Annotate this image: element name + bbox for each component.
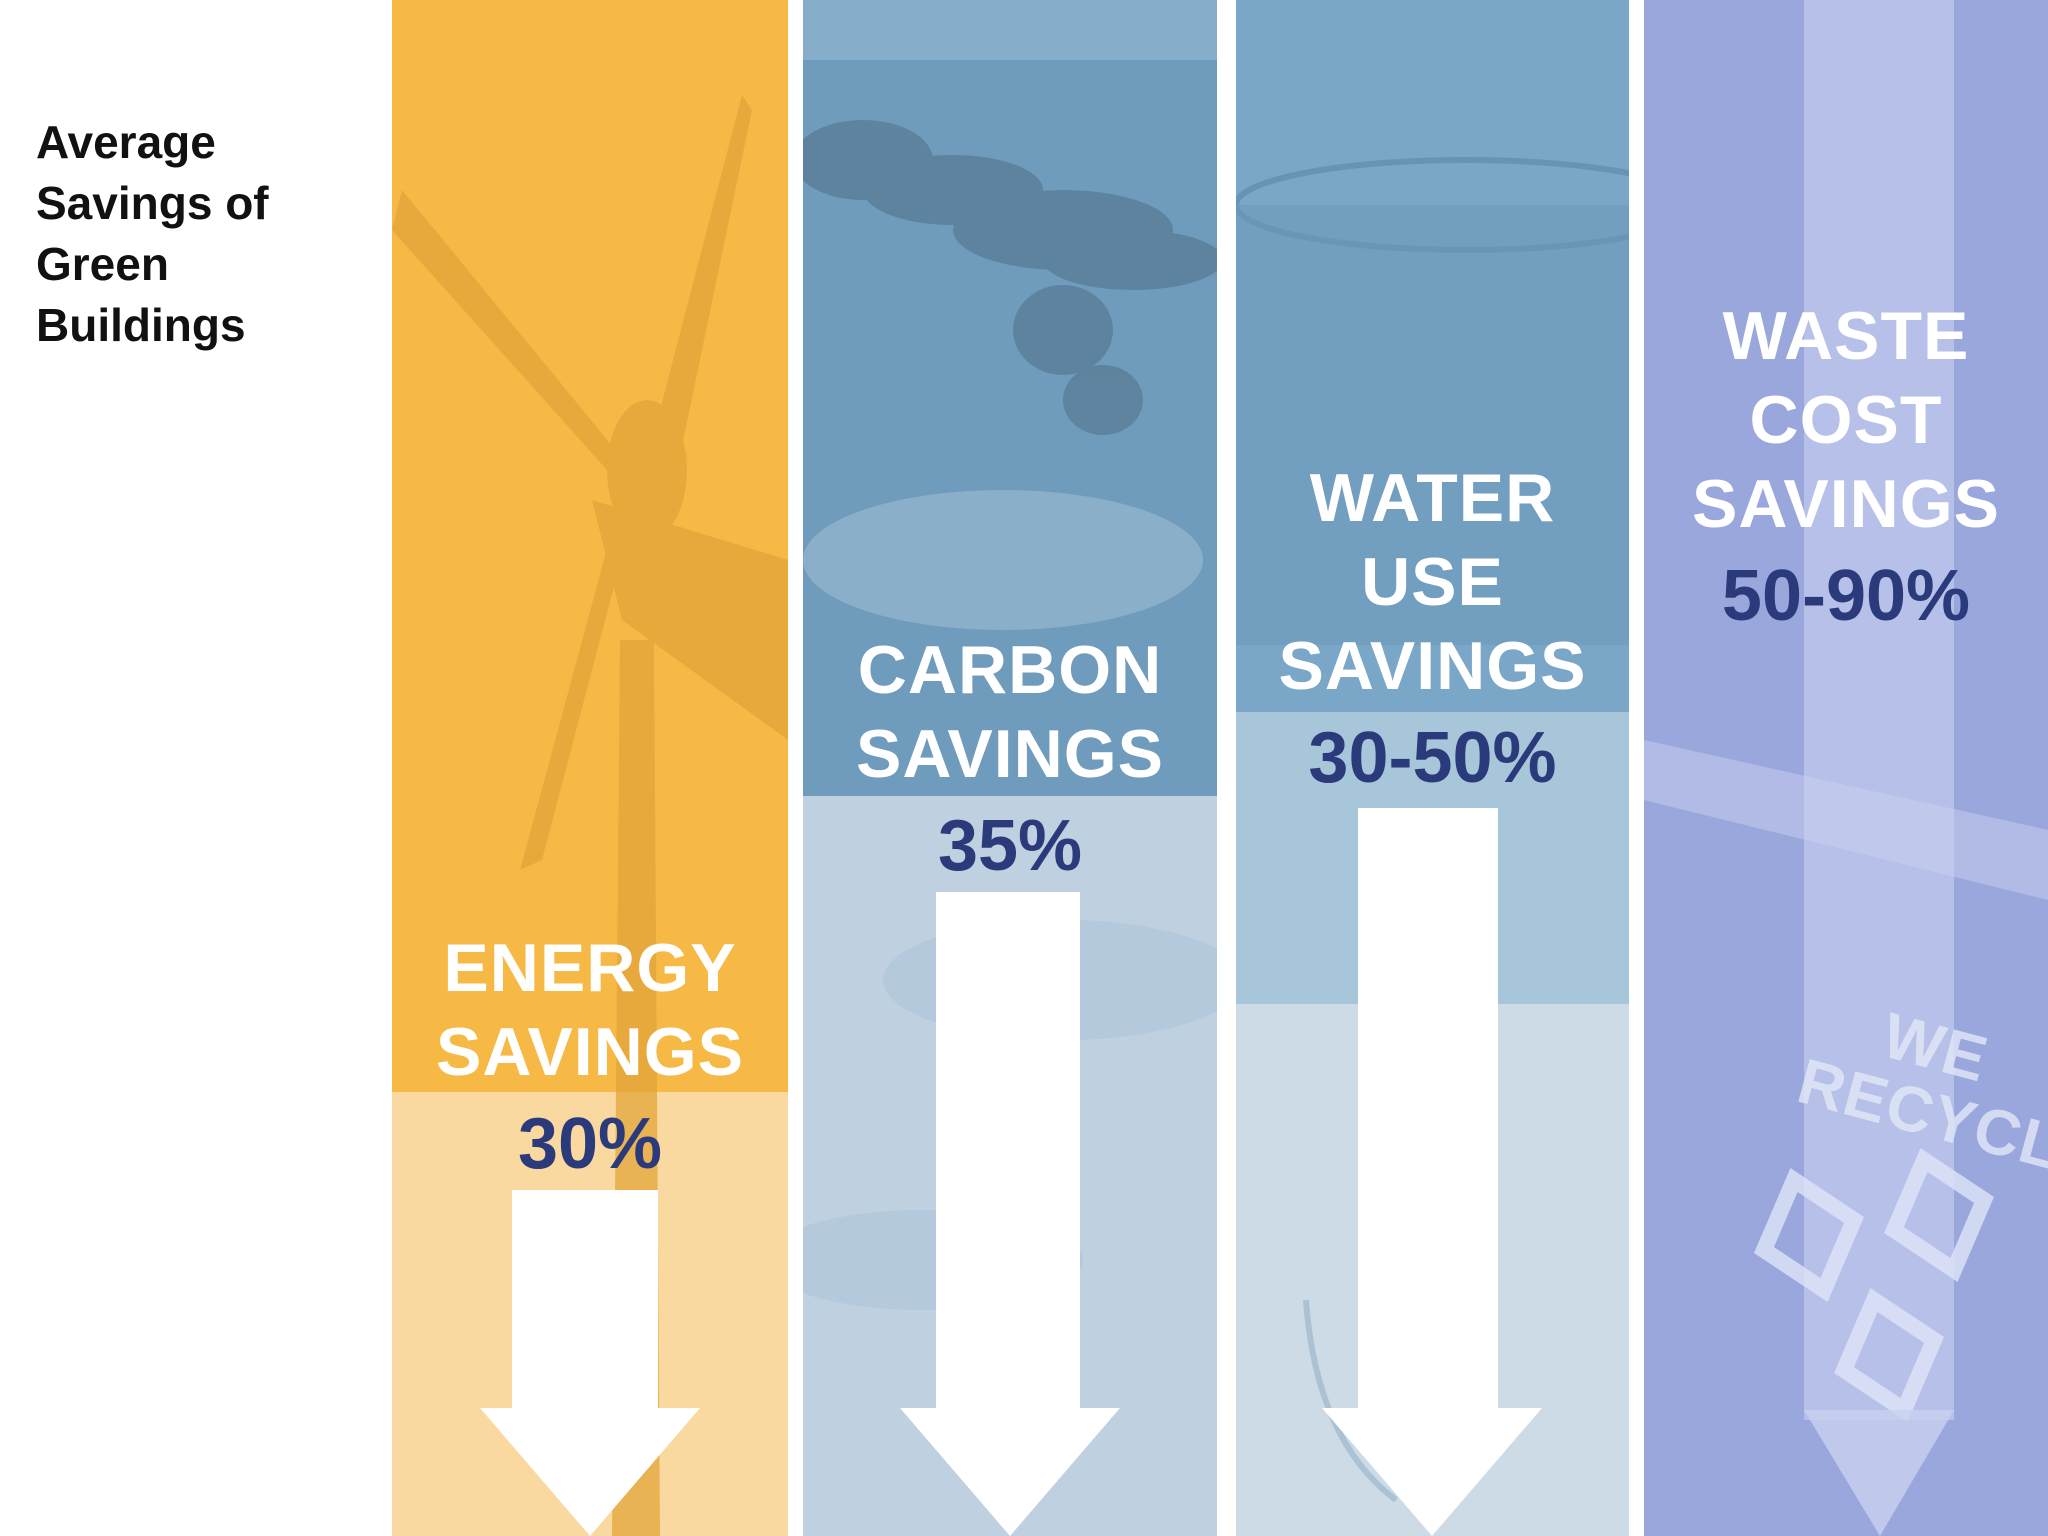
water-column: WATER USE SAVINGS 30-50% xyxy=(1236,0,1629,1536)
carbon-label-line: SAVINGS xyxy=(855,716,1165,792)
carbon-down-arrow xyxy=(900,892,1120,1536)
waste-column: WE RECYCLE WASTE COST SAVINGS 50-90% xyxy=(1644,0,2048,1536)
water-label-line: WATER xyxy=(1309,460,1556,536)
waste-percent: 50-90% xyxy=(1721,556,1971,636)
water-glass-icon xyxy=(1236,157,1629,1503)
water-label-line: SAVINGS xyxy=(1278,628,1587,704)
energy-column: ENERGY SAVINGS 30% xyxy=(392,0,788,1536)
energy-label-line: ENERGY xyxy=(443,930,737,1006)
energy-label-line: SAVINGS xyxy=(435,1014,745,1090)
carbon-percent: 35% xyxy=(937,806,1083,886)
slide-title: Average Savings of Green Buildings xyxy=(36,116,269,351)
water-label-line: USE xyxy=(1361,544,1504,620)
water-down-arrow xyxy=(1322,808,1542,1536)
energy-percent: 30% xyxy=(517,1104,663,1184)
carbon-column: CARBON SAVINGS 35% xyxy=(803,0,1217,1536)
carbon-label-line: CARBON xyxy=(857,632,1163,708)
water-percent: 30-50% xyxy=(1308,718,1557,798)
waste-label-line: COST xyxy=(1749,382,1943,458)
waste-label-line: WASTE xyxy=(1722,298,1970,374)
water-label: WATER USE SAVINGS xyxy=(1236,456,1629,708)
energy-down-arrow xyxy=(480,1190,700,1536)
recycle-bin-icon xyxy=(1644,0,2048,1536)
energy-label: ENERGY SAVINGS xyxy=(392,926,788,1094)
waste-label-line: SAVINGS xyxy=(1691,466,2001,542)
waste-label: WASTE COST SAVINGS xyxy=(1644,294,2048,546)
carbon-label: CARBON SAVINGS xyxy=(803,628,1217,796)
